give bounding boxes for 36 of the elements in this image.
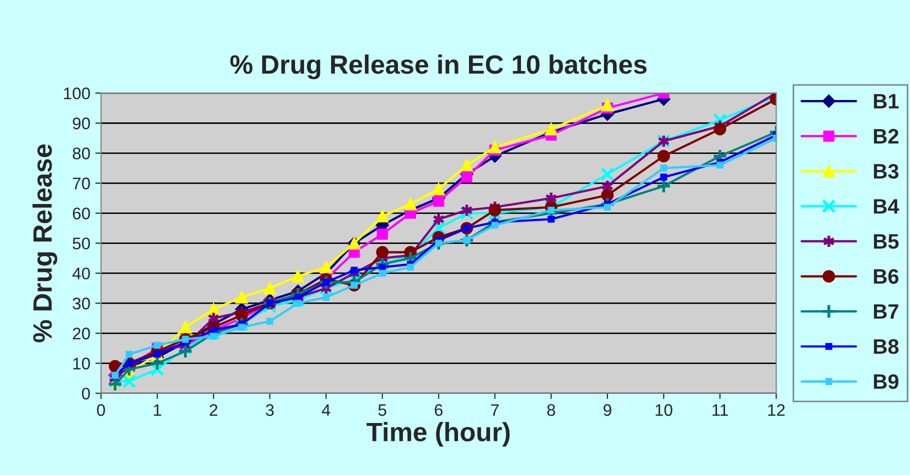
y-tick-label: 100 [64,88,90,100]
y-tick-label: 80 [72,148,90,160]
y-tick-label: 40 [72,268,90,280]
y-tick-label: 0 [82,388,90,400]
x-tick-label: 0 [97,404,105,416]
y-tick-label: 60 [72,208,90,220]
x-tick-label: 9 [604,404,612,416]
y-tick-label: 70 [72,178,90,190]
x-tick-label: 3 [266,404,274,416]
y-tick-label: 10 [73,358,90,370]
legend-label: B9 [874,374,898,389]
x-tick-label: 10 [656,404,672,416]
legend-label: B7 [874,304,898,319]
x-tick-label: 1 [154,404,162,416]
x-tick-label: 2 [210,404,218,416]
y-tick-label: 50 [72,238,90,250]
legend-label: B1 [874,94,899,108]
x-tick-label: 6 [434,404,443,416]
y-tick-label: 90 [72,118,90,130]
x-tick-label: 5 [378,404,386,416]
legend-label: B6 [874,269,898,284]
legend-label: B5 [874,234,899,249]
x-tick-label: 4 [322,404,330,416]
y-tick-label: 30 [72,298,90,310]
legend-label: B2 [874,128,898,144]
x-tick-label: 7 [491,404,499,416]
x-tick-label: 12 [768,404,785,416]
x-tick-label: 11 [712,404,728,416]
x-axis-title: Time (hour) [366,422,510,447]
legend-label: B8 [874,339,899,354]
y-axis-title: % Drug Release [32,144,58,342]
y-tick-label: 20 [72,328,90,340]
x-tick-label: 8 [547,404,556,416]
legend-label: B4 [874,199,900,214]
legend-label: B3 [874,164,898,179]
chart-title: % Drug Release in EC 10 batches [230,54,647,80]
